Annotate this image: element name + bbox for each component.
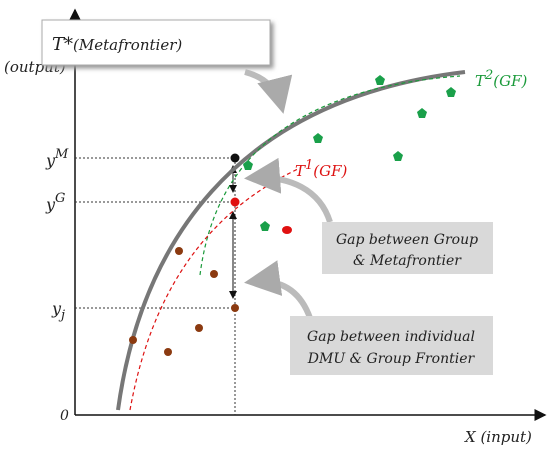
label-part: G — [55, 191, 65, 206]
group-gap-line2: & Metafrontier — [353, 253, 462, 269]
red-point — [282, 226, 292, 234]
label-part: y — [51, 299, 62, 318]
individual-gap-arrow — [244, 260, 313, 320]
label-part: (GF) — [313, 162, 347, 180]
group-gap-arrow — [244, 157, 333, 223]
label-part: 2 — [484, 68, 493, 83]
label-part: M — [54, 147, 69, 162]
label-part: T* — [52, 34, 73, 55]
meta-box — [41, 19, 271, 66]
label-part: T — [295, 162, 306, 180]
individual-gap-box — [290, 316, 493, 375]
label-part: j — [58, 308, 65, 323]
t2-label: T2(GF) — [475, 68, 528, 90]
label-part: y — [45, 195, 56, 214]
group2-frontier — [199, 75, 461, 276]
origin-label: 0 — [60, 408, 69, 424]
individual-gap-line1: Gap between individual — [307, 329, 475, 345]
group1-points — [129, 247, 239, 356]
label-part: T — [475, 72, 486, 90]
yg-label: yG — [45, 191, 65, 214]
metafrontier — [116, 70, 466, 411]
meta-point — [230, 153, 240, 163]
yj-label: yj — [51, 299, 65, 323]
meta-label: T*(Metafrontier) — [52, 34, 182, 55]
group1-frontier — [129, 167, 301, 411]
group-gap-line1: Gap between Group — [336, 232, 478, 248]
x-label: X (input) — [464, 428, 532, 446]
label-part: (Metafrontier) — [73, 36, 182, 54]
group-point — [230, 197, 240, 207]
label-part: (GF) — [493, 72, 527, 90]
individual-gap-line2: DMU & Group Frontier — [307, 351, 476, 367]
group-gap-box — [322, 222, 493, 274]
t1-label: T1(GF) — [295, 158, 348, 180]
ym-label: yM — [45, 147, 69, 170]
label-part: y — [45, 151, 56, 170]
guides — [75, 157, 236, 415]
label-part: 1 — [305, 158, 313, 173]
meta-arrow — [244, 69, 293, 114]
